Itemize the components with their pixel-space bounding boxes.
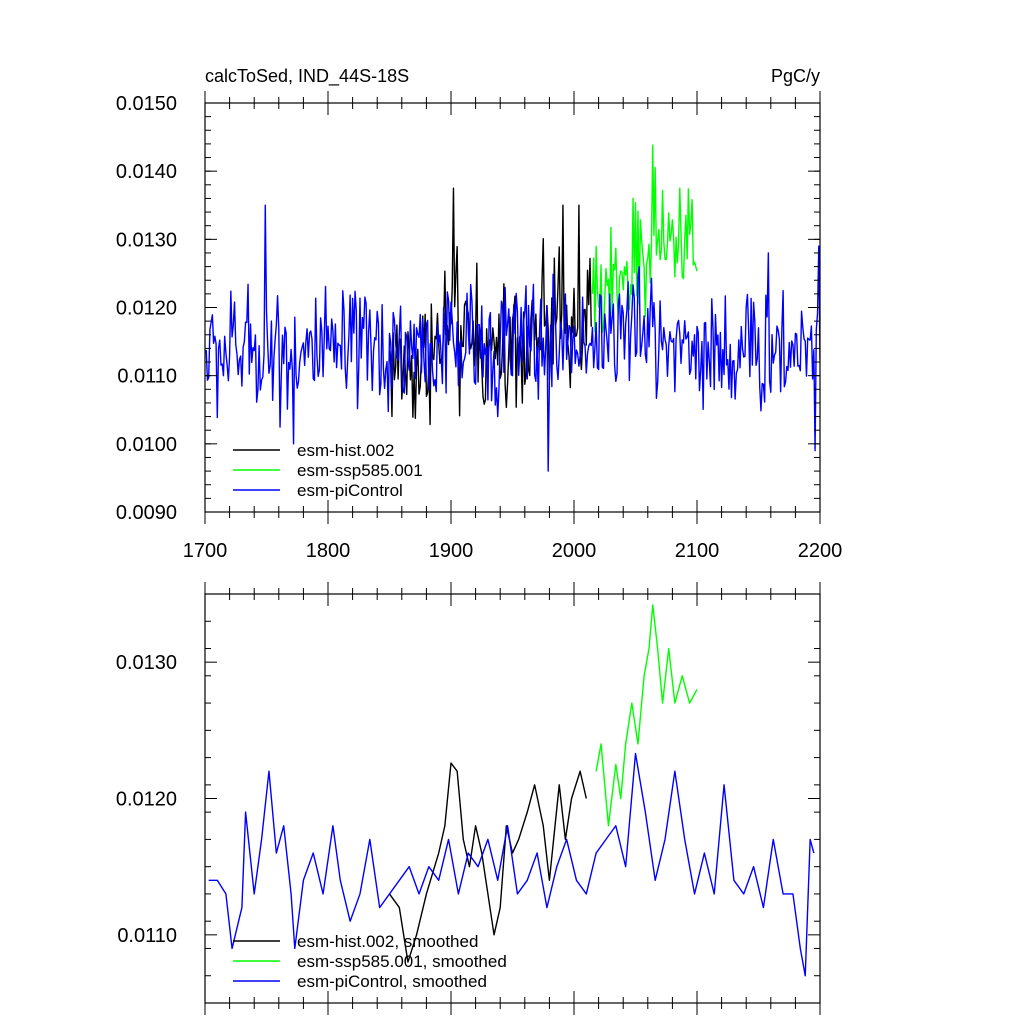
legend-label-1: esm-hist.002, smoothed xyxy=(297,932,478,951)
x-tick-label: 1700 xyxy=(183,540,228,562)
y-tick-label: 0.0120 xyxy=(116,789,177,811)
y-tick-label: 0.0110 xyxy=(117,366,177,388)
y-tick-label: 0.0150 xyxy=(116,93,177,115)
bottom-panel-axes: 0.0110 0.0120 0.0130 xyxy=(116,582,821,1015)
legend-label-2: esm-ssp585.001 xyxy=(297,461,423,480)
x-tick-label: 1800 xyxy=(306,540,351,562)
series-line-3 xyxy=(208,752,815,977)
series-line-3 xyxy=(205,204,820,472)
y-tick-label: 0.0120 xyxy=(116,298,177,320)
bottom-panel-series xyxy=(208,604,815,977)
top-panel-axes: 0.0090 0.0100 0.0110 0.0120 0.0130 0.0140 0.01… xyxy=(116,91,842,562)
y-tick-label: 0.0130 xyxy=(116,229,177,251)
y-tick-label: 0.0090 xyxy=(116,502,177,524)
y-tick-label: 0.0100 xyxy=(116,434,177,456)
top-panel-title: calcToSed, IND_44S-18S xyxy=(205,66,409,87)
x-tick-label: 2100 xyxy=(675,540,720,562)
x-tick-label: 2200 xyxy=(798,540,843,562)
legend-label-3: esm-piControl, smoothed xyxy=(297,972,487,991)
series-line-2 xyxy=(595,604,698,827)
y-tick-label: 0.0140 xyxy=(116,161,177,183)
bottom-panel: 0.0110 0.0120 0.0130 esm-hist.002, smoothe… xyxy=(116,582,821,1015)
top-panel-series xyxy=(205,144,820,472)
legend-label-1: esm-hist.002 xyxy=(297,441,394,460)
top-panel: calcToSed, IND_44S-18S PgC/y 0.0090 0.010… xyxy=(116,66,842,562)
x-tick-label: 2000 xyxy=(552,540,597,562)
legend-label-3: esm-piControl xyxy=(297,481,403,500)
y-tick-label: 0.0130 xyxy=(116,652,177,674)
x-tick-label: 1900 xyxy=(429,540,474,562)
top-panel-units: PgC/y xyxy=(771,66,820,86)
y-tick-label: 0.0110 xyxy=(117,925,177,947)
series-line-1 xyxy=(388,762,587,963)
legend-label-2: esm-ssp585.001, smoothed xyxy=(297,952,507,971)
